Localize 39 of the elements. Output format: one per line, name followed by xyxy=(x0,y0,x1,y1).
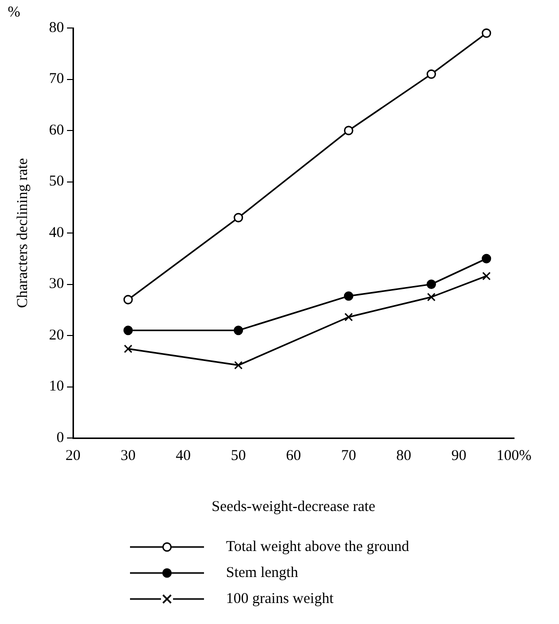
y-tick-label: 20 xyxy=(49,327,64,344)
y-tick-label: 0 xyxy=(56,430,64,446)
y-tick-label: 50 xyxy=(49,174,64,190)
x-tick-label: 30 xyxy=(120,448,136,464)
y-axis-title: Characters declining rate xyxy=(14,158,31,308)
legend-label: Total weight above the ground xyxy=(226,538,410,556)
point xyxy=(123,326,133,336)
x-tick-label: 100% xyxy=(496,448,532,464)
point xyxy=(234,212,244,222)
point xyxy=(344,291,354,301)
legend-label: 100 grains weight xyxy=(226,590,334,608)
point xyxy=(427,292,436,302)
y-tick-label: 30 xyxy=(49,276,64,292)
point xyxy=(234,326,244,336)
y-tick-label: 80 xyxy=(49,20,64,36)
y-tick-label: 40 xyxy=(49,224,64,241)
y-tick-label: 70 xyxy=(49,71,64,88)
text: % xyxy=(8,4,20,20)
legend-label: Stem length xyxy=(226,564,298,582)
x-tick-label: 40 xyxy=(176,448,191,464)
x-tick-label: 80 xyxy=(396,448,412,464)
point xyxy=(124,344,132,354)
x-tick-label: 90 xyxy=(451,448,466,464)
point xyxy=(123,294,133,304)
y-tick-label: 60 xyxy=(49,122,64,138)
x-tick-label: 20 xyxy=(66,448,80,464)
x-axis-title: Seeds-weight-decrease rate xyxy=(212,498,376,515)
y-tick-label: 10 xyxy=(49,378,64,395)
point xyxy=(426,280,436,289)
point xyxy=(344,126,354,136)
x-tick-label: 50 xyxy=(230,448,246,464)
point xyxy=(482,254,492,264)
point xyxy=(344,312,353,322)
x-tick-label: 60 xyxy=(286,448,301,464)
point xyxy=(426,69,436,79)
point xyxy=(234,360,243,370)
point xyxy=(482,272,491,280)
point xyxy=(482,28,492,38)
x-tick-label: 70 xyxy=(341,448,356,464)
